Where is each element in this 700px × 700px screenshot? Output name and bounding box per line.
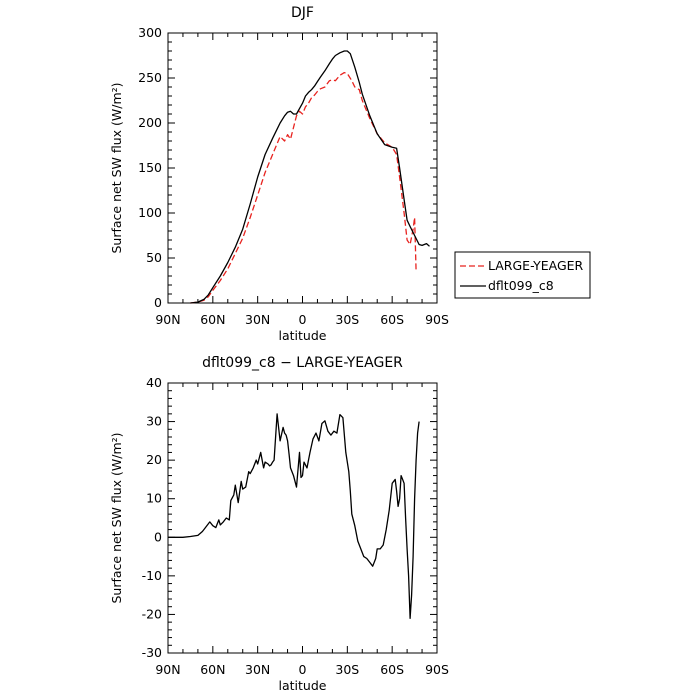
legend: LARGE-YEAGER dflt099_c8 <box>454 251 591 299</box>
legend-label-1: dflt099_c8 <box>488 278 554 293</box>
top-y-tick-label: 250 <box>138 70 162 85</box>
bottom-x-tick-label: 0 <box>299 662 307 677</box>
legend-label-0: LARGE-YEAGER <box>488 258 584 273</box>
top-y-tick-label: 100 <box>138 205 162 220</box>
bottom-y-axis-label: Surface net SW flux (W/m²) <box>109 432 124 603</box>
top-y-axis-label: Surface net SW flux (W/m²) <box>109 82 124 253</box>
top-y-tick-label: 50 <box>146 250 162 265</box>
bottom-x-tick-label: 30N <box>245 662 270 677</box>
bottom-x-tick-label: 60N <box>200 662 225 677</box>
bottom-y-tick-label: -20 <box>142 606 162 621</box>
top-x-axis-label: latitude <box>279 328 327 343</box>
top-series-line-1 <box>190 50 430 304</box>
chart-bottom: -30 -20 -10 0 10 20 30 40 90N 60N 30N 0 30S 60S 90S dfl… <box>109 355 449 693</box>
top-x-tick-label: 60N <box>200 312 225 327</box>
bottom-y-tick-label: -10 <box>142 568 162 583</box>
top-x-tick-label: 90S <box>425 312 449 327</box>
top-x-tick-label: 60S <box>380 312 404 327</box>
bottom-x-tick-label: 30S <box>335 662 359 677</box>
top-y-tick-label: 200 <box>138 115 162 130</box>
bottom-y-tick-label: 10 <box>146 491 162 506</box>
top-y-tick-label: 300 <box>138 25 162 40</box>
top-x-tick-label: 30N <box>245 312 270 327</box>
bottom-series-line-0 <box>168 413 420 619</box>
bottom-x-tick-label: 90N <box>155 662 180 677</box>
chart-top: 0 50 100 150 200 250 300 90N 60N 30N 0 30S 60S 90S DJF… <box>109 5 591 343</box>
top-plot-frame <box>167 32 438 304</box>
bottom-x-tick-label: 60S <box>380 662 404 677</box>
bottom-y-tick-label: 20 <box>146 452 162 467</box>
bottom-x-tick-label: 90S <box>425 662 449 677</box>
top-y-tick-label: 150 <box>138 160 162 175</box>
bottom-x-axis-label: latitude <box>279 678 327 693</box>
bottom-y-tick-label: 40 <box>146 375 162 390</box>
top-y-tick-label: 0 <box>154 295 162 310</box>
bottom-y-tick-label: 0 <box>154 529 162 544</box>
bottom-y-tick-label: -30 <box>142 645 162 660</box>
bottom-chart-title: dflt099_c8 − LARGE-YEAGER <box>202 355 403 371</box>
top-chart-title: DJF <box>291 5 314 21</box>
top-x-tick-label: 30S <box>335 312 359 327</box>
legend-box <box>454 251 591 299</box>
top-x-tick-label: 90N <box>155 312 180 327</box>
bottom-plot-frame <box>167 382 438 654</box>
top-x-tick-label: 0 <box>299 312 307 327</box>
bottom-y-tick-label: 30 <box>146 414 162 429</box>
